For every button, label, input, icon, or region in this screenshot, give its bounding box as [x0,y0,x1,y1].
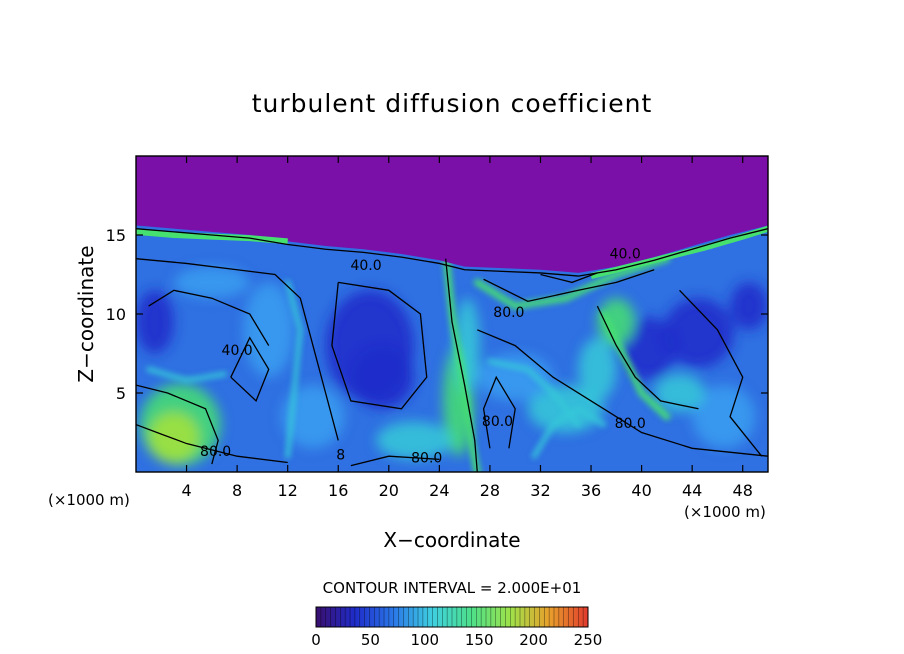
contour-line [540,272,598,284]
field-streak [146,366,227,383]
contour-line [350,455,440,467]
contour-line [136,384,219,465]
field-blob [148,411,200,463]
contour-label: 80.0 [482,414,513,430]
field-blob [136,290,174,354]
contour-interval-label: CONTOUR INTERVAL = 2.000E+01 [323,579,582,597]
chart-title: turbulent diffusion coefficient [252,89,653,118]
y-tick-label: 15 [106,226,126,245]
field-blob [597,298,636,346]
x-tick-label: 44 [682,481,702,500]
plot-area: 40.0 40.0 80.0 40.0 80.0 80.0 80.0 80.0 8 [136,156,768,472]
field-blob [350,345,415,409]
x-tick-label: 28 [480,481,500,500]
colorbar-ticks: 0 50 100 150 200 250 [311,631,602,649]
contour-line [445,258,478,472]
field-blob [376,421,452,460]
contour-line [331,281,428,410]
stratosphere-region [136,156,768,273]
colorbar-tick-label: 200 [519,631,548,649]
colorbar-tick-label: 250 [574,631,603,649]
x-tick-label: 12 [278,481,298,500]
field-streaks [146,247,671,472]
contour-label: 40.0 [610,247,641,263]
field-blob [654,374,705,412]
contour-line [230,336,270,403]
x-tick-label: 4 [181,481,191,500]
contour-line [477,329,768,457]
x-tick-label: 16 [328,481,348,500]
field-streak [442,247,481,472]
x-tick-label: 24 [429,481,449,500]
contour-line [483,269,655,303]
contour-label: 8 [336,447,345,463]
colorbar-tick-label: 100 [410,631,439,649]
contour-line [136,258,339,441]
y-axis-label: Z−coordinate [74,245,98,382]
field-streak [473,255,671,310]
contour-line [679,289,763,457]
field-blob [477,353,554,401]
field-blob [692,385,756,449]
field-blob [663,298,734,368]
x-tick-label: 32 [530,481,550,500]
contour-label: 80.0 [615,416,646,432]
contour-line [482,375,516,449]
colorbar-tick-label: 150 [465,631,494,649]
contour-line [136,423,288,464]
contour-label: 40.0 [350,258,381,274]
x-tick-label: 40 [631,481,651,500]
field-blob [173,266,250,299]
x-unit-right: (×1000 m) [684,503,766,521]
field-streak [600,310,671,421]
contour-label: 40.0 [222,343,253,359]
contour-label: 80.0 [493,305,524,321]
x-axis-label: X−coordinate [383,528,520,552]
x-unit-left: (×1000 m) [48,491,130,509]
x-tick-label: 48 [733,481,753,500]
field-blob [730,282,768,330]
colorbar-tick-label: 0 [311,631,321,649]
y-axis-ticks: 5 10 15 [106,226,768,403]
field-streak [487,358,581,428]
x-axis-ticks: 4 8 12 16 20 24 28 32 36 40 44 48 [181,156,753,500]
field-streak [285,279,303,459]
field-blob [620,317,676,381]
contour-line [136,228,768,277]
field-blob [243,282,294,378]
field-blob [578,337,617,401]
colorbar-tick-label: 50 [361,631,380,649]
contour-label: 80.0 [200,444,231,460]
y-tick-label: 10 [106,305,126,324]
contour-label: 80.0 [411,451,442,467]
x-tick-label: 36 [581,481,601,500]
contour-line [148,289,270,346]
contour-lines [136,228,768,472]
field-streak [531,405,607,459]
colorbar-stripes [320,607,584,627]
y-tick-label: 5 [116,384,126,403]
contour-labels: 40.0 40.0 80.0 40.0 80.0 80.0 80.0 80.0 8 [200,247,646,467]
contour-line [596,305,699,410]
x-tick-label: 8 [232,481,242,500]
field-blob [281,385,345,449]
x-tick-label: 20 [379,481,399,500]
